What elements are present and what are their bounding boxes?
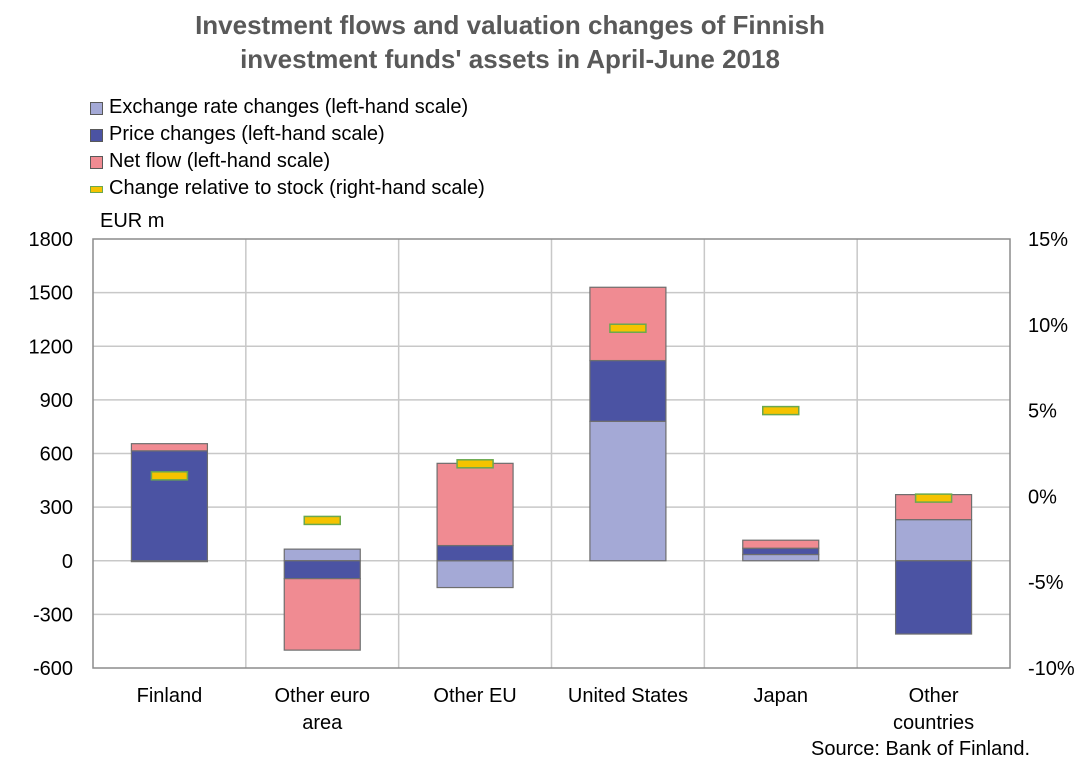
marker-change-relative [150, 471, 189, 481]
y-tick-label: 300 [40, 497, 73, 519]
y-axis-unit-label: EUR m [100, 210, 165, 232]
x-tick-label: area [302, 712, 343, 734]
y2-tick-label: 10% [1028, 315, 1068, 337]
y2-tick-label: 5% [1028, 401, 1057, 423]
bar-price-change [436, 544, 514, 562]
chart-title-line-2: investment funds' assets in April-June 2… [240, 44, 780, 74]
bar-price-change [589, 359, 667, 422]
y-tick-label: 900 [40, 390, 73, 412]
y2-tick-label: -10% [1028, 658, 1075, 680]
y2-tick-label: -5% [1028, 572, 1064, 594]
chart-legend: Exchange rate changes (left-hand scale) … [90, 94, 485, 202]
legend-item-change: Change relative to stock (right-hand sca… [90, 175, 485, 202]
chart-title-line-1: Investment flows and valuation changes o… [195, 10, 825, 40]
x-tick-label: United States [568, 685, 688, 707]
legend-swatch-change [90, 186, 103, 193]
x-tick-label: Other euro [274, 685, 370, 707]
x-tick-label: countries [893, 712, 974, 734]
x-tick-label: Other EU [433, 685, 516, 707]
bar-price-change [283, 560, 361, 580]
legend-swatch-exchange [90, 102, 103, 115]
bar-price-change [130, 450, 209, 562]
bar-net-flow [130, 443, 209, 452]
bar-price-change [742, 547, 820, 556]
bar-net-flow [742, 539, 820, 549]
bar-exchange-rate [589, 420, 667, 562]
chart-title: Investment flows and valuation changes o… [60, 8, 960, 76]
legend-label-netflow: Net flow (left-hand scale) [109, 150, 331, 172]
y-tick-label: 0 [62, 551, 73, 573]
legend-item-price: Price changes (left-hand scale) [90, 121, 485, 148]
bar-price-change [894, 560, 973, 635]
x-tick-label: Other [909, 685, 959, 707]
y-tick-label: 1800 [29, 229, 74, 251]
bar-exchange-rate [742, 553, 820, 562]
y2-tick-label: 0% [1028, 486, 1057, 508]
y-tick-label: 600 [40, 444, 73, 466]
bar-net-flow [436, 462, 514, 547]
legend-label-exchange: Exchange rate changes (left-hand scale) [109, 96, 469, 118]
plot-frame [92, 238, 1011, 669]
legend-label-change: Change relative to stock (right-hand sca… [109, 177, 485, 199]
bar-net-flow [283, 578, 361, 651]
marker-change-relative [456, 459, 494, 469]
legend-item-netflow: Net flow (left-hand scale) [90, 148, 485, 175]
source-note: Source: Bank of Finland. [810, 738, 1030, 760]
bar-exchange-rate [894, 519, 973, 562]
legend-swatch-price [90, 129, 103, 142]
bar-exchange-rate [283, 548, 361, 562]
marker-change-relative [303, 515, 341, 526]
y-tick-label: -300 [33, 604, 73, 626]
x-tick-label: Finland [137, 685, 203, 707]
y2-tick-label: 15% [1028, 229, 1068, 251]
marker-change-relative [914, 493, 953, 503]
y-tick-label: 1200 [29, 336, 74, 358]
y-tick-label: 1500 [29, 283, 74, 305]
bar-exchange-rate [436, 560, 514, 589]
legend-swatch-netflow [90, 156, 103, 169]
legend-item-exchange: Exchange rate changes (left-hand scale) [90, 94, 485, 121]
legend-label-price: Price changes (left-hand scale) [109, 123, 385, 145]
marker-change-relative [609, 323, 647, 333]
y-tick-label: -600 [33, 658, 73, 680]
marker-change-relative [762, 405, 800, 416]
x-tick-label: Japan [754, 685, 809, 707]
